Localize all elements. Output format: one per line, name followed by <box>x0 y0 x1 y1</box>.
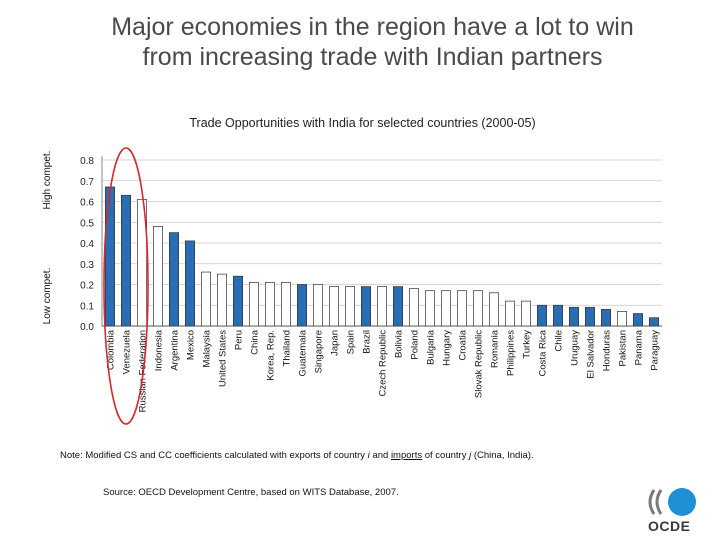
bar <box>633 313 643 327</box>
x-tick-label: Brazil <box>362 330 373 354</box>
x-tick-label: Poland <box>410 330 421 360</box>
x-tick-label: Hungary <box>442 330 453 366</box>
bar <box>329 286 339 327</box>
x-tick-label: Paraguay <box>650 330 661 371</box>
bar <box>521 300 531 327</box>
bar <box>649 317 659 327</box>
bar <box>265 282 275 327</box>
bar <box>313 284 323 327</box>
x-tick-label: Spain <box>346 330 357 354</box>
source-note: Source: OECD Development Centre, based o… <box>103 487 399 498</box>
x-tick-label: Romania <box>490 329 501 368</box>
bar <box>217 273 227 327</box>
bar <box>121 194 131 327</box>
bar <box>297 284 307 327</box>
x-tick-label: Malaysia <box>202 329 213 367</box>
x-tick-label: Guatemala <box>298 329 309 376</box>
x-tick-label: Honduras <box>602 330 613 371</box>
bar <box>441 290 451 327</box>
x-tick-label: Korea, Rep. <box>266 330 277 381</box>
bar <box>617 311 627 327</box>
x-tick-label: Indonesia <box>154 329 165 371</box>
bar <box>105 186 115 327</box>
x-tick-label: Colombia <box>106 329 117 370</box>
bar <box>137 199 147 327</box>
x-tick-label: Venezuela <box>122 329 133 374</box>
x-tick-label: Peru <box>234 330 245 350</box>
slide-title: Major economies in the region have a lot… <box>40 12 705 72</box>
x-tick-label: Thailand <box>282 330 293 366</box>
y-label-low: Low compet. <box>42 268 53 325</box>
bar <box>393 286 403 327</box>
x-tick-label: Philippines <box>506 330 517 376</box>
x-tick-label: United States <box>218 330 229 387</box>
note-i: i <box>367 450 370 461</box>
x-tick-label: Chile <box>554 330 565 352</box>
bar <box>185 240 195 327</box>
bar <box>569 306 579 327</box>
y-tick-label: 0.3 <box>80 260 94 271</box>
y-tick-label: 0.4 <box>80 239 94 250</box>
note-imports: imports <box>390 450 423 461</box>
x-tick-label: Croatia <box>458 329 469 360</box>
bar <box>585 306 595 327</box>
bar <box>345 286 355 327</box>
bar <box>361 286 371 327</box>
bar <box>377 286 387 327</box>
x-tick-label: Mexico <box>186 330 197 360</box>
note-mid1: and <box>369 450 391 461</box>
chart-title: Trade Opportunities with India for selec… <box>189 116 536 130</box>
note-mid2: of country <box>422 450 470 461</box>
note-j: j <box>469 450 472 461</box>
bar <box>249 282 259 327</box>
y-tick-label: 0.8 <box>80 156 94 167</box>
slide-title-line-1: Major economies in the region have a lot… <box>111 13 634 41</box>
y-tick-label: 0.6 <box>80 198 94 209</box>
bar <box>489 292 499 327</box>
bar <box>505 300 515 327</box>
bar <box>153 226 163 327</box>
bar <box>233 275 243 327</box>
oecd-logo-icon <box>648 488 696 516</box>
bar <box>473 290 483 327</box>
bar <box>537 304 547 327</box>
y-tick-label: 0.0 <box>80 322 94 333</box>
x-tick-label: Argentina <box>170 329 181 370</box>
bar <box>281 282 291 327</box>
trade-opportunities-chart: 0.0 0.1 0.2 0.3 0.4 0.5 0.6 0.7 0.8 Colombia Venez… <box>42 147 662 425</box>
bar <box>169 232 179 327</box>
bar <box>553 304 563 327</box>
x-tick-label: Uruguay <box>570 330 581 366</box>
bar <box>601 309 611 327</box>
x-tick-label: Turkey <box>522 330 533 359</box>
slide-title-line-2: from increasing trade with Indian partne… <box>142 43 603 71</box>
note-prefix: Note: Modified CS and CC coefficients ca… <box>60 450 368 461</box>
x-tick-label: China <box>250 329 261 355</box>
bar <box>425 290 435 327</box>
oecd-logo-text: OCDE <box>648 518 691 534</box>
y-tick-label: 0.7 <box>80 177 94 188</box>
chart-note: Note: Modified CS and CC coefficients ca… <box>60 450 534 461</box>
bar <box>457 290 467 327</box>
annotation-circle <box>103 147 149 425</box>
note-suffix: (China, India). <box>471 450 534 461</box>
x-tick-label: Bolivia <box>394 329 405 358</box>
x-tick-label: Japan <box>330 330 341 356</box>
x-tick-label: Pakistan <box>618 330 629 366</box>
y-tick-label: 0.2 <box>80 281 94 292</box>
x-tick-label: Slovak Republic <box>474 330 485 398</box>
x-tick-label: Costa Rica <box>538 329 549 376</box>
y-tick-label: 0.5 <box>80 218 94 229</box>
y-label-high: High compet. <box>42 151 53 210</box>
x-tick-label: Bulgaria <box>426 329 437 365</box>
x-tick-label: El Salvador <box>586 330 597 379</box>
x-tick-label: Czech Republic <box>378 330 389 397</box>
y-tick-label: 0.1 <box>80 301 94 312</box>
bar <box>409 288 419 327</box>
x-tick-label: Singapore <box>314 330 325 373</box>
x-tick-label: Panama <box>634 329 645 365</box>
bar <box>201 271 211 327</box>
